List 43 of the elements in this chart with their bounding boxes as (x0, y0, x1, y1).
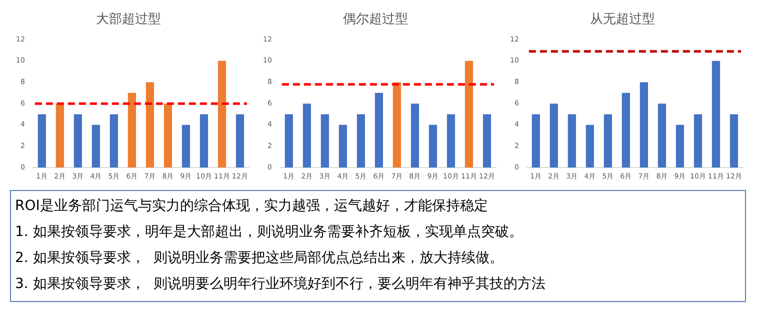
bar (200, 114, 208, 168)
bar (356, 114, 365, 168)
chart-title: 大部超过型 (96, 12, 161, 28)
bar (446, 114, 456, 168)
bar (128, 92, 136, 168)
bar (302, 104, 311, 168)
bar (622, 92, 630, 168)
bar (56, 104, 64, 168)
bar (164, 104, 172, 168)
bar (374, 92, 383, 168)
bar (658, 104, 666, 168)
bar (568, 114, 576, 168)
bar (146, 82, 154, 168)
bar (92, 124, 100, 168)
bar (550, 104, 558, 168)
text: 2. 如果按领导要求， 则说明业务需要把这些局部优点总结出来，放大持续做。 (15, 249, 505, 268)
bar (428, 124, 438, 168)
bar (464, 60, 474, 168)
bar (640, 82, 648, 168)
bar (338, 124, 347, 168)
bar (38, 114, 46, 168)
bar (586, 124, 594, 168)
bar (236, 114, 244, 168)
bar (182, 124, 190, 168)
text: ROI是业务部门运气与实力的综合体现，实力越强，运气越好，才能保持稳定 (15, 197, 489, 216)
bar (392, 82, 402, 168)
bar (532, 114, 540, 168)
bar (604, 114, 612, 168)
bar (218, 60, 226, 168)
bar (284, 114, 293, 168)
bar (676, 124, 684, 168)
bar (712, 60, 720, 168)
text: 1. 如果按领导要求，明年是大部超出，则说明业务需要补齐短板，实现单点突破。 (15, 223, 524, 242)
bar (320, 114, 329, 168)
bar (110, 114, 118, 168)
text: 3. 如果按领导要求， 则说明要么明年行业环境好到不行，要么明年有神乎其技的方法 (15, 275, 547, 294)
bar (694, 114, 702, 168)
chart-title: 偶尔超过型 (343, 12, 408, 28)
chart-title: 从无超过型 (590, 12, 655, 28)
bar (482, 114, 492, 168)
bar (410, 104, 420, 168)
bar (74, 114, 82, 168)
bar (730, 114, 738, 168)
